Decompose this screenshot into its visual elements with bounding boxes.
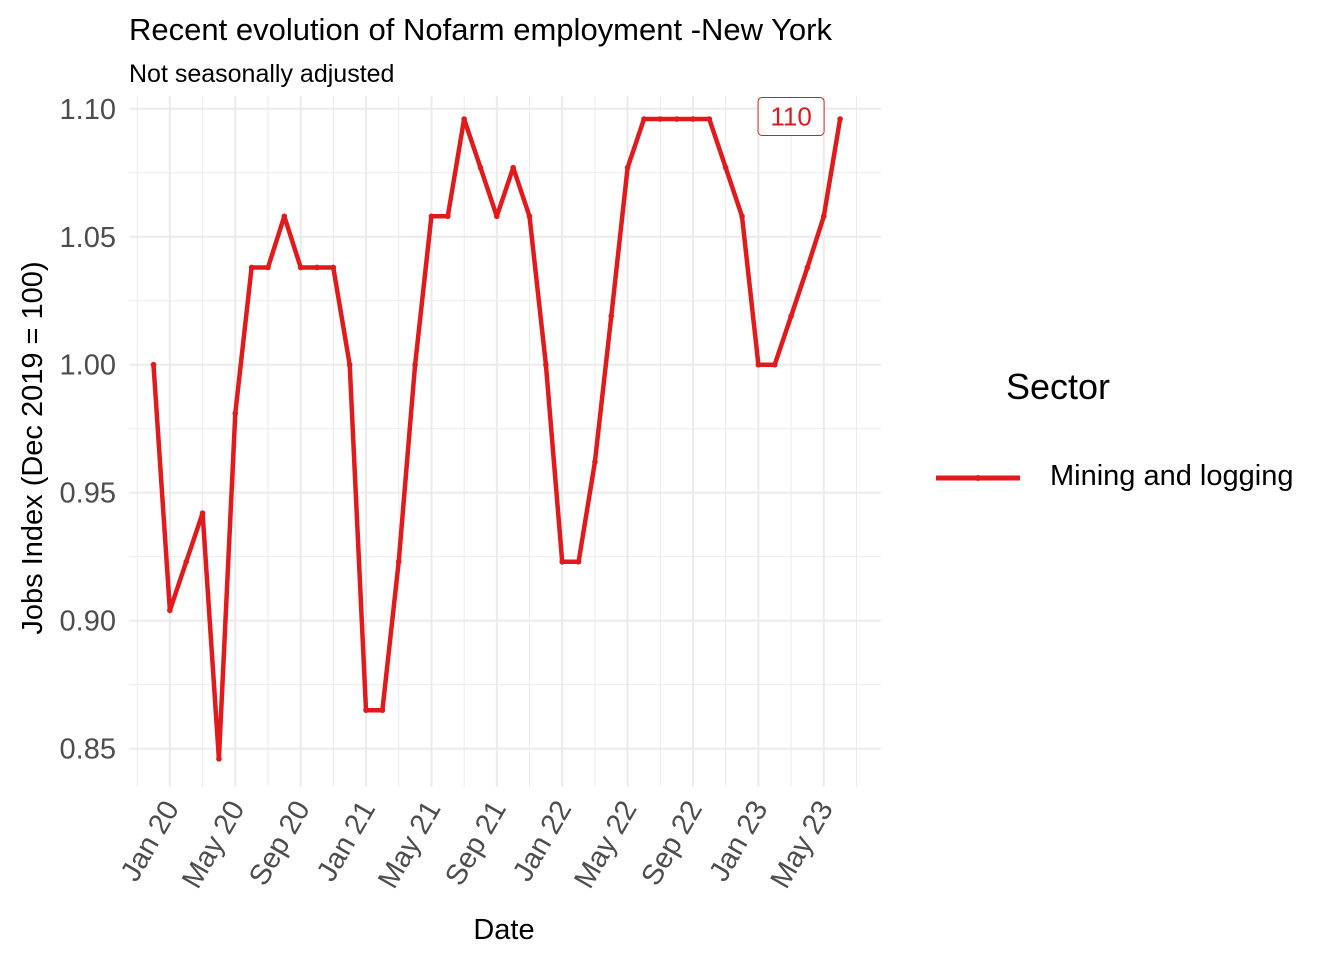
annotation-box [757, 96, 825, 136]
data-point [657, 116, 664, 122]
x-tick-label: Sep 20 [243, 796, 317, 892]
data-point [199, 510, 206, 516]
annotation-label: 110 [770, 101, 811, 131]
data-point [395, 558, 402, 565]
data-point [281, 213, 288, 220]
data-point [641, 116, 647, 122]
legend-title: Sector [1006, 366, 1111, 407]
data-point [167, 607, 173, 614]
data-point [248, 264, 255, 271]
data-point [477, 164, 484, 171]
data-point [330, 264, 337, 271]
data-point [444, 213, 451, 220]
data-point [673, 116, 680, 122]
data-point [820, 213, 827, 220]
legend-key [936, 475, 1020, 481]
data-point [265, 264, 271, 271]
x-tick-label: Jan 23 [703, 796, 774, 887]
data-point [346, 361, 353, 368]
data-point [150, 361, 157, 368]
data-point [363, 707, 369, 714]
x-tick-label: Jan 22 [507, 796, 578, 887]
x-tick-label: May 21 [372, 796, 447, 894]
data-point [690, 116, 696, 122]
chart-subtitle: Not seasonally adjusted [129, 60, 395, 88]
data-point [412, 361, 418, 368]
x-tick-label: Sep 21 [439, 796, 513, 892]
data-point [232, 410, 239, 417]
data-point [297, 264, 304, 271]
x-tick-label: May 23 [765, 796, 840, 894]
data-point [624, 164, 631, 171]
data-point [543, 361, 549, 368]
chart-title: Recent evolution of Nofarm employment -N… [129, 12, 832, 47]
data-point [428, 213, 435, 220]
y-tick-label: 1.00 [60, 350, 116, 382]
x-tick-label: May 20 [176, 796, 251, 894]
y-tick-label: 1.05 [60, 222, 116, 254]
data-point [722, 164, 729, 171]
x-tick-label: May 22 [568, 796, 643, 894]
data-point [771, 361, 778, 368]
data-point [739, 213, 745, 220]
x-tick-label: Sep 22 [635, 796, 709, 892]
data-point [379, 707, 386, 714]
data-point [788, 313, 794, 319]
data-point [183, 558, 190, 565]
data-point [216, 756, 222, 762]
data-point [755, 361, 762, 368]
y-tick-label: 1.10 [60, 94, 116, 126]
y-axis-label: Jobs Index (Dec 2019 = 100) [17, 261, 49, 634]
data-point [706, 116, 713, 122]
data-point [314, 264, 320, 271]
y-tick-label: 0.85 [60, 734, 116, 766]
data-point [461, 116, 467, 122]
data-point [494, 213, 500, 220]
y-tick-label: 0.95 [60, 478, 116, 510]
data-point [559, 558, 566, 565]
x-tick-label: Jan 21 [311, 796, 382, 887]
y-axis-ticks: 0.85 0.90 0.95 1.00 1.05 1.10 [60, 94, 116, 766]
data-point [592, 459, 598, 465]
x-axis-label: Date [473, 914, 534, 946]
data-point [608, 313, 615, 319]
data-point [510, 164, 516, 171]
series-layer [150, 116, 843, 762]
data-point [526, 213, 533, 220]
annotation-layer: 110 [757, 96, 825, 136]
x-tick-label: Jan 20 [115, 796, 186, 887]
y-tick-label: 0.90 [60, 606, 116, 638]
data-point [804, 264, 811, 271]
data-point [837, 116, 843, 122]
grid-lines [129, 96, 881, 787]
legend-label: Mining and logging [1050, 460, 1294, 492]
data-point [575, 558, 582, 565]
